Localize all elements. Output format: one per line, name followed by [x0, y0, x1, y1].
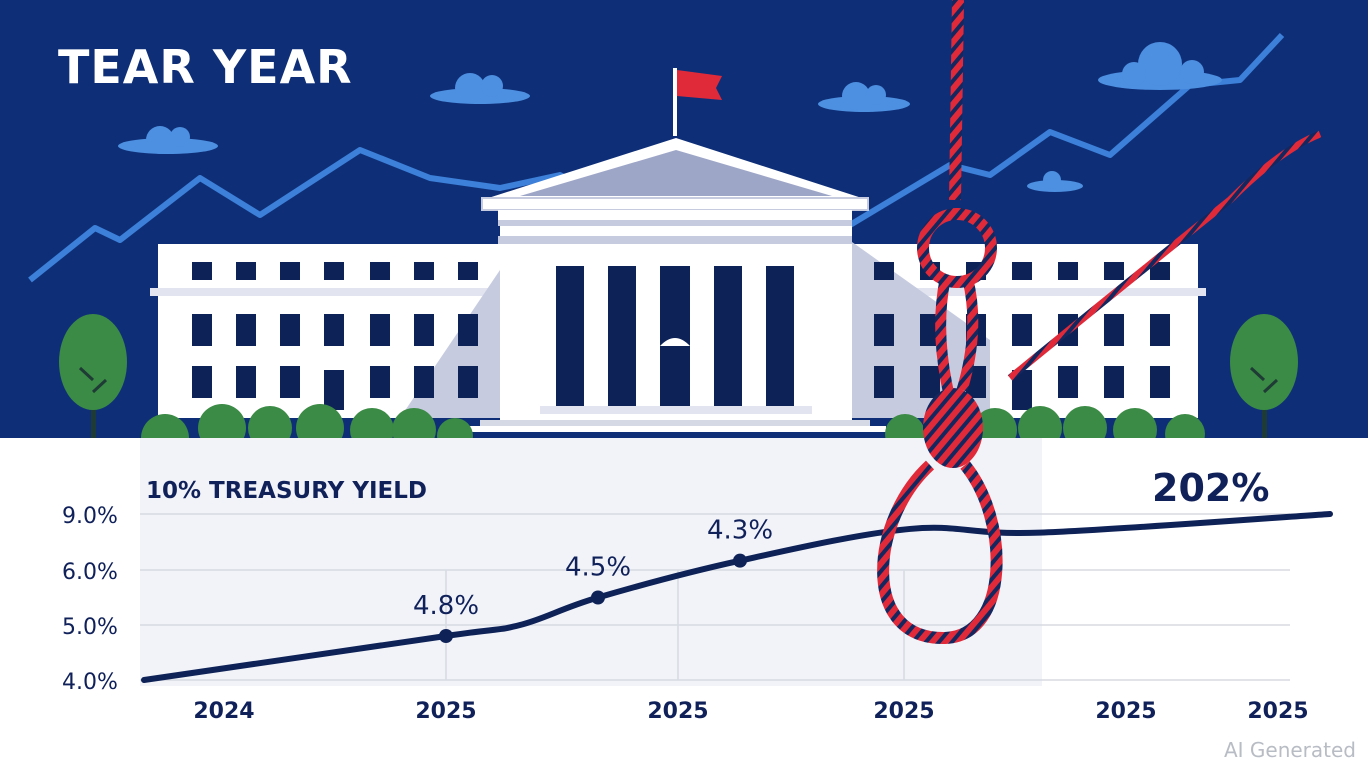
tree-icon [59, 314, 127, 438]
cloud-icon [1098, 42, 1222, 90]
data-point-label: 4.5% [565, 553, 631, 583]
data-point-marker [439, 629, 453, 643]
ai-generated-watermark: AI Generated [1223, 738, 1356, 762]
big-stat-callout: 202% [1152, 466, 1270, 510]
cloud-icon [818, 82, 910, 112]
data-point-labels: 4.8% 4.5% 4.3% [413, 516, 773, 621]
x-tick-label: 2025 [415, 699, 476, 724]
chart-shaded-region [140, 438, 1042, 686]
x-tick-label: 2025 [873, 699, 934, 724]
cloud-icon [1027, 171, 1083, 192]
yield-curve-series [141, 511, 1333, 683]
data-point-markers [439, 553, 747, 643]
x-tick-label: 2024 [193, 699, 254, 724]
y-tick-label: 6.0% [62, 560, 118, 585]
chart-unshaded-region [1042, 438, 1368, 686]
data-point-label: 4.8% [413, 591, 479, 621]
y-tick-label: 5.0% [62, 615, 118, 640]
government-building-icon [150, 138, 1206, 432]
flag-icon [673, 68, 722, 136]
data-point-marker [591, 590, 605, 605]
tree-icon [1230, 314, 1298, 438]
chart-grid [140, 513, 1290, 681]
cloud-icon [430, 73, 530, 104]
x-tick-label: 2025 [1095, 699, 1156, 724]
cloud-icon [118, 126, 218, 154]
y-tick-label: 4.0% [62, 670, 118, 695]
data-point-label: 4.3% [707, 516, 773, 546]
y-axis-ticks: 4.0% 5.0% 6.0% 9.0% [62, 504, 118, 695]
data-point-marker [733, 553, 747, 568]
headline: TEAR YEAR [58, 40, 353, 94]
x-tick-label: 2025 [647, 699, 708, 724]
chart-title: 10% TREASURY YIELD [146, 478, 427, 504]
noose-icon [877, 0, 1322, 645]
x-axis-ticks: 2024 2025 2025 2025 2025 2025 [193, 699, 1308, 724]
y-tick-label: 9.0% [62, 504, 118, 529]
x-tick-label: 2025 [1247, 699, 1308, 724]
